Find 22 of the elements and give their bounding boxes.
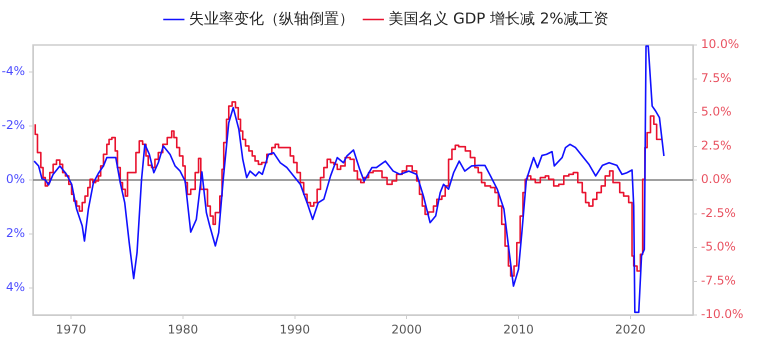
x-tick-label: 1980 <box>168 322 198 336</box>
y-tick-label: 2% <box>6 226 25 240</box>
y-tick-label: -2% <box>2 118 25 132</box>
y2-tick-label: 2.5% <box>701 138 732 152</box>
legend-label: 失业率变化（纵轴倒置） <box>188 9 354 28</box>
y-tick-label: 4% <box>6 280 25 294</box>
x-tick-label: 2020 <box>615 322 646 336</box>
y2-tick-label: -7.5% <box>701 273 736 288</box>
x-tick-label: 2000 <box>391 322 422 336</box>
x-tick-label: 1970 <box>56 322 86 336</box>
y2-tick-label: -5.0% <box>701 240 736 254</box>
y2-tick-label: -2.5% <box>701 206 736 220</box>
y2-tick-label: 5.0% <box>701 104 732 119</box>
y2-tick-label: 0.0% <box>701 172 732 186</box>
y-tick-label: 0% <box>6 172 25 186</box>
legend-label: 美国名义 GDP 增长减 2%减工资 <box>388 9 609 28</box>
x-tick-label: 1990 <box>279 322 310 336</box>
y-tick-label: -4% <box>2 64 25 78</box>
x-tick-label: 2010 <box>503 322 534 336</box>
y2-tick-label: -10.0% <box>701 307 744 322</box>
y2-tick-label: 10.0% <box>701 37 740 52</box>
y2-tick-label: 7.5% <box>701 70 732 85</box>
